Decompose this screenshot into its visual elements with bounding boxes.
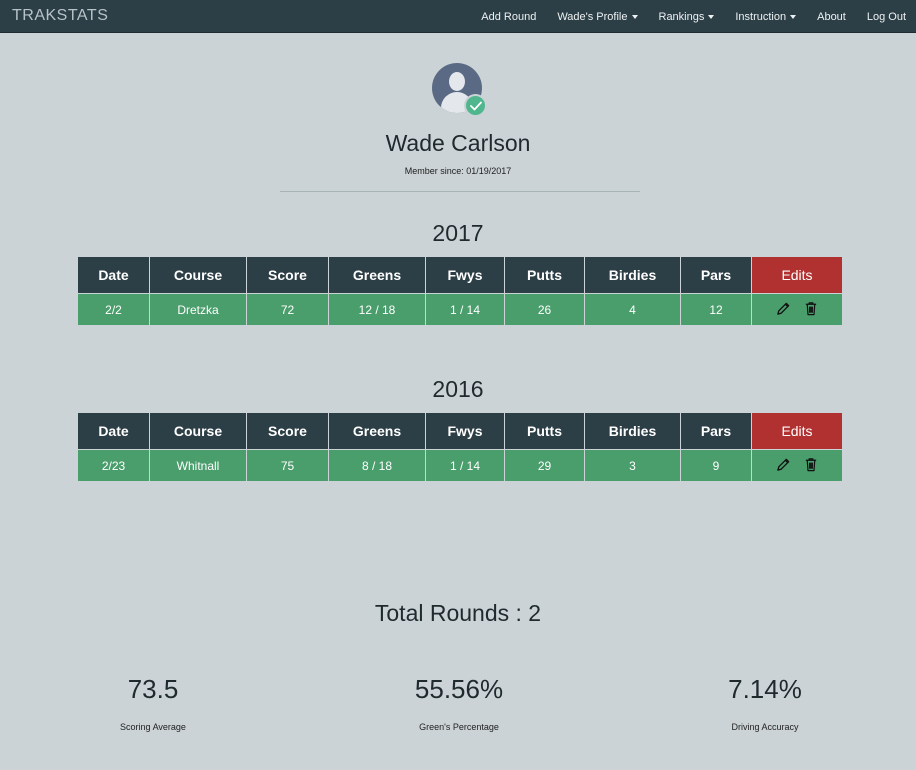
col-header-greens: Greens <box>328 256 426 294</box>
col-header-score: Score <box>246 412 329 450</box>
nav-add-round[interactable]: Add Round <box>481 11 536 23</box>
caret-down-icon <box>631 14 638 19</box>
nav-profile-dropdown[interactable]: Wade's Profile <box>557 10 638 23</box>
col-header-birdies: Birdies <box>584 412 681 450</box>
nav-logout[interactable]: Log Out <box>867 11 906 23</box>
col-header-pars: Pars <box>680 256 752 294</box>
cell-date: 2/23 <box>77 449 150 482</box>
cell-edits <box>751 449 843 482</box>
cell-score: 75 <box>246 449 329 482</box>
stat-label: Green's Percentage <box>419 722 499 732</box>
stat-value: 55.56% <box>414 674 504 704</box>
season-year-2016: 2016 <box>432 376 484 402</box>
profile-name: Wade Carlson <box>385 130 531 156</box>
nav-logout-label: Log Out <box>866 10 906 23</box>
total-rounds: Total Rounds : 2 <box>374 600 542 626</box>
cell-pars: 9 <box>680 449 752 482</box>
top-navbar: TRAKSTATS Add Round Wade's Profile Ranki… <box>0 0 916 33</box>
col-header-course: Course <box>149 412 247 450</box>
pencil-icon[interactable] <box>776 457 791 475</box>
nav-profile-label: Wade's Profile <box>557 10 628 23</box>
cell-fwys: 1 / 14 <box>425 449 505 482</box>
nav-rankings-dropdown[interactable]: Rankings <box>659 11 715 23</box>
col-header-fwys: Fwys <box>425 412 505 450</box>
nav-instruction-label: Instruction <box>735 10 787 23</box>
cell-pars: 12 <box>680 293 752 326</box>
caret-down-icon <box>790 14 797 19</box>
nav-about[interactable]: About <box>817 11 846 23</box>
stat-value: 73.5 <box>127 674 179 704</box>
rounds-table-2017: Date Course Score Greens Fwys Putts Bird… <box>77 256 843 326</box>
cell-greens: 8 / 18 <box>328 449 426 482</box>
col-header-greens: Greens <box>328 412 426 450</box>
trash-icon[interactable] <box>804 301 818 319</box>
rounds-table-2016: Date Course Score Greens Fwys Putts Bird… <box>77 412 843 482</box>
nav-rankings-label: Rankings <box>658 10 705 23</box>
nav-menu: Add Round Wade's Profile Rankings Instru… <box>460 0 906 33</box>
cell-putts: 26 <box>504 293 585 326</box>
table-row: 2/2 Dretzka 72 12 / 18 1 / 14 26 4 12 <box>77 293 843 326</box>
col-header-putts: Putts <box>504 412 585 450</box>
cell-date: 2/2 <box>77 293 150 326</box>
divider <box>280 191 640 192</box>
cell-edits <box>751 293 843 326</box>
col-header-date: Date <box>77 256 150 294</box>
cell-course: Whitnall <box>149 449 247 482</box>
stat-label: Scoring Average <box>120 722 186 732</box>
col-header-edits: Edits <box>751 256 843 294</box>
nav-instruction-dropdown[interactable]: Instruction <box>735 10 797 23</box>
cell-birdies: 3 <box>584 449 681 482</box>
col-header-fwys: Fwys <box>425 256 505 294</box>
brand-logo[interactable]: TRAKSTATS <box>12 7 109 24</box>
col-header-putts: Putts <box>504 256 585 294</box>
nav-about-label: About <box>817 10 846 23</box>
cell-greens: 12 / 18 <box>328 293 426 326</box>
col-header-pars: Pars <box>680 412 752 450</box>
col-header-birdies: Birdies <box>584 256 681 294</box>
trash-icon[interactable] <box>804 457 818 475</box>
stat-value: 7.14% <box>728 674 802 704</box>
cell-fwys: 1 / 14 <box>425 293 505 326</box>
stat-greens-percentage: 55.56% Green's Percentage <box>339 674 579 732</box>
col-header-course: Course <box>149 256 247 294</box>
pencil-icon[interactable] <box>776 301 791 319</box>
cell-birdies: 4 <box>584 293 681 326</box>
col-header-date: Date <box>77 412 150 450</box>
avatar-head <box>449 72 465 91</box>
col-header-edits: Edits <box>751 412 843 450</box>
member-since: Member since: 01/19/2017 <box>404 166 512 176</box>
cell-score: 72 <box>246 293 329 326</box>
col-header-score: Score <box>246 256 329 294</box>
stat-label: Driving Accuracy <box>731 722 799 732</box>
stat-driving-accuracy: 7.14% Driving Accuracy <box>645 674 885 732</box>
table-row: 2/23 Whitnall 75 8 / 18 1 / 14 29 3 9 <box>77 449 843 482</box>
caret-down-icon <box>708 14 715 19</box>
season-year-2017: 2017 <box>432 220 484 246</box>
table-header-row: Date Course Score Greens Fwys Putts Bird… <box>77 256 843 294</box>
cell-putts: 29 <box>504 449 585 482</box>
table-header-row: Date Course Score Greens Fwys Putts Bird… <box>77 412 843 450</box>
check-icon <box>464 94 487 117</box>
cell-course: Dretzka <box>149 293 247 326</box>
nav-add-round-label: Add Round <box>481 10 537 23</box>
stat-scoring-average: 73.5 Scoring Average <box>33 674 273 732</box>
